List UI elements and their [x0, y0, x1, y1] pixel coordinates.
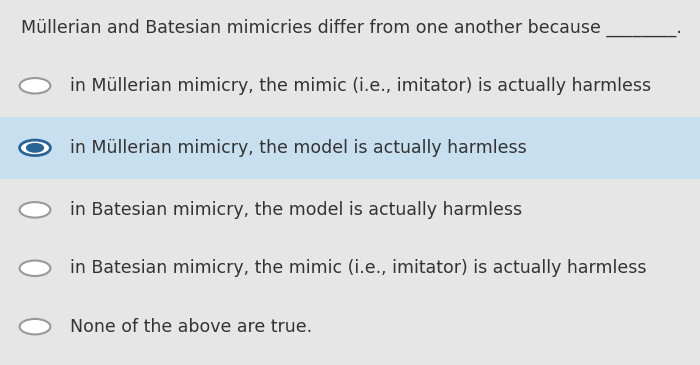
Ellipse shape — [20, 202, 50, 218]
Ellipse shape — [20, 319, 50, 334]
Text: Müllerian and Batesian mimicries differ from one another because ________.: Müllerian and Batesian mimicries differ … — [21, 18, 682, 36]
Ellipse shape — [27, 143, 43, 152]
Text: in Batesian mimicry, the mimic (i.e., imitator) is actually harmless: in Batesian mimicry, the mimic (i.e., im… — [70, 259, 647, 277]
Ellipse shape — [20, 261, 50, 276]
FancyBboxPatch shape — [0, 117, 700, 179]
Text: in Batesian mimicry, the model is actually harmless: in Batesian mimicry, the model is actual… — [70, 201, 522, 219]
Ellipse shape — [20, 140, 50, 155]
Text: in Müllerian mimicry, the mimic (i.e., imitator) is actually harmless: in Müllerian mimicry, the mimic (i.e., i… — [70, 77, 651, 95]
Ellipse shape — [20, 78, 50, 93]
Text: in Müllerian mimicry, the model is actually harmless: in Müllerian mimicry, the model is actua… — [70, 139, 526, 157]
Text: None of the above are true.: None of the above are true. — [70, 318, 312, 336]
